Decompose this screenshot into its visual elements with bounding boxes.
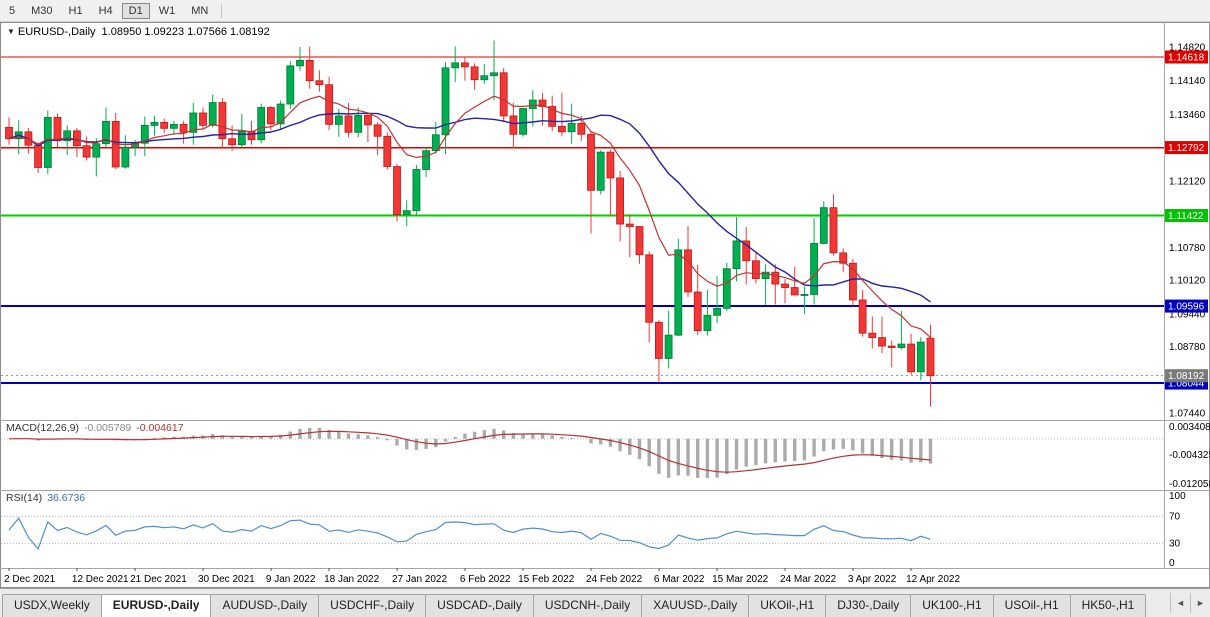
svg-text:1.14140: 1.14140 — [1169, 76, 1206, 87]
svg-text:100: 100 — [1169, 491, 1186, 502]
svg-text:12 Apr 2022: 12 Apr 2022 — [906, 574, 960, 585]
svg-text:0: 0 — [1169, 558, 1175, 569]
timeframe-button-mn[interactable]: MN — [191, 4, 209, 17]
svg-text:24 Mar 2022: 24 Mar 2022 — [780, 574, 837, 585]
svg-text:30 Dec 2021: 30 Dec 2021 — [198, 574, 255, 585]
horizontal-level-lines[interactable] — [1, 56, 1164, 385]
rsi-value: 36.6736 — [47, 492, 86, 504]
svg-text:1.09596: 1.09596 — [1168, 302, 1205, 313]
svg-text:6 Feb 2022: 6 Feb 2022 — [460, 574, 511, 585]
svg-text:27 Jan 2022: 27 Jan 2022 — [392, 574, 447, 585]
macd-signal-line — [8, 430, 931, 473]
svg-text:9 Jan 2022: 9 Jan 2022 — [266, 574, 316, 585]
ma-fast-line — [8, 95, 931, 338]
tab-ukoil-h1[interactable]: UKOil-,H1 — [748, 594, 827, 617]
chart-background — [0, 22, 1210, 588]
svg-text:3 Apr 2022: 3 Apr 2022 — [848, 574, 897, 585]
tab-audusd-daily[interactable]: AUDUSD-,Daily — [210, 594, 320, 617]
scroll-tabs-right-button[interactable]: ► — [1190, 593, 1210, 613]
svg-text:15 Mar 2022: 15 Mar 2022 — [712, 574, 769, 585]
rsi-line — [8, 517, 931, 551]
tab-usdcnh-daily[interactable]: USDCNH-,Daily — [532, 594, 643, 617]
macd-main-value: -0.005789 — [83, 422, 132, 434]
svg-text:-0.012058: -0.012058 — [1169, 479, 1210, 490]
date-axis[interactable]: 2 Dec 2021 12 Dec 2021 21 Dec 2021 30 Dec 2… — [4, 568, 960, 585]
svg-text:1.10780: 1.10780 — [1169, 243, 1206, 254]
svg-text:1.14820: 1.14820 — [1169, 43, 1206, 54]
svg-text:1.12120: 1.12120 — [1169, 176, 1206, 187]
svg-text:-0.004325: -0.004325 — [1169, 450, 1210, 461]
tab-dj30-daily[interactable]: DJ30-,Daily — [825, 594, 912, 617]
svg-text:1.07440: 1.07440 — [1169, 409, 1206, 420]
rsi-name: RSI(14) — [6, 492, 43, 504]
moving-averages — [8, 95, 931, 338]
timeframe-button-m30[interactable]: M30 — [31, 4, 53, 17]
rsi-indicator-label: RSI(14) 36.6736 — [6, 492, 85, 504]
tab-usdcad-daily[interactable]: USDCAD-,Daily — [425, 594, 534, 617]
macd-name: MACD(12,26,9) — [6, 422, 79, 434]
rsi-panel[interactable] — [1, 515, 1164, 551]
svg-text:1.10120: 1.10120 — [1169, 276, 1206, 287]
svg-text:2 Dec 2021: 2 Dec 2021 — [4, 574, 56, 585]
svg-text:1.08192: 1.08192 — [1168, 371, 1205, 382]
scroll-tabs-left-button[interactable]: ◄ — [1170, 593, 1190, 613]
chart-tabs: USDX,Weekly EURUSD-,Daily AUDUSD-,Daily USD… — [0, 588, 1210, 617]
macd-panel[interactable] — [1, 427, 1164, 479]
timeframe-button-h1[interactable]: H1 — [68, 4, 83, 17]
svg-text:12 Dec 2021: 12 Dec 2021 — [72, 574, 129, 585]
svg-text:1.13460: 1.13460 — [1169, 110, 1206, 121]
chart-canvas[interactable]: 1.14820 1.14140 1.13460 1.12120 1.10780 1.101… — [0, 22, 1210, 588]
symbol-marker-icon: ▼ — [7, 27, 15, 36]
tab-eurusd-daily[interactable]: EURUSD-,Daily — [100, 594, 212, 617]
macd-signal-value: -0.004617 — [136, 422, 184, 434]
chart-symbol-label: EURUSD-,Daily — [17, 26, 96, 38]
timeframe-button-5[interactable]: 5 — [9, 4, 16, 17]
timeframe-button-h4[interactable]: H4 — [98, 4, 113, 17]
timeframe-button-d1[interactable]: D1 — [121, 2, 150, 19]
svg-text:1.14618: 1.14618 — [1168, 53, 1205, 64]
ma-slow-line — [8, 112, 931, 303]
tab-usdx-weekly[interactable]: USDX,Weekly — [2, 594, 102, 617]
svg-text:30: 30 — [1169, 539, 1181, 550]
price-axis[interactable]: 1.14820 1.14140 1.13460 1.12120 1.10780 1.101… — [1165, 43, 1210, 570]
svg-text:1.09440: 1.09440 — [1169, 309, 1206, 320]
svg-text:1.11422: 1.11422 — [1168, 211, 1204, 222]
tab-usdchf-daily[interactable]: USDCHF-,Daily — [318, 594, 427, 617]
chart-title: ▼ EURUSD-,Daily 1.08950 1.09223 1.07566 1.… — [7, 26, 270, 38]
svg-text:24 Feb 2022: 24 Feb 2022 — [586, 574, 643, 585]
tab-scroll-controls: ◄ ► — [1170, 589, 1210, 617]
macd-indicator-label: MACD(12,26,9) -0.005789 -0.004617 — [6, 422, 184, 434]
svg-text:0.003408: 0.003408 — [1169, 422, 1210, 433]
svg-text:18 Jan 2022: 18 Jan 2022 — [324, 574, 379, 585]
tab-hk50-h1[interactable]: HK50-,H1 — [1069, 594, 1147, 617]
toolbar-separator — [221, 3, 223, 18]
timeframe-toolbar: 5 M30 H1 H4 D1 W1 MN — [0, 0, 1210, 22]
svg-text:6 Mar 2022: 6 Mar 2022 — [654, 574, 705, 585]
svg-text:1.12792: 1.12792 — [1168, 143, 1205, 154]
chart-window: 1.14820 1.14140 1.13460 1.12120 1.10780 1.101… — [0, 22, 1210, 588]
svg-text:1.08780: 1.08780 — [1169, 342, 1206, 353]
timeframe-button-w1[interactable]: W1 — [158, 4, 176, 17]
svg-text:15 Feb 2022: 15 Feb 2022 — [518, 574, 575, 585]
tab-xauusd-daily[interactable]: XAUUSD-,Daily — [641, 594, 750, 617]
tab-usoil-h1[interactable]: USOil-,H1 — [992, 594, 1071, 617]
svg-text:21 Dec 2021: 21 Dec 2021 — [130, 574, 187, 585]
svg-text:70: 70 — [1169, 511, 1181, 522]
chart-ohlc-values: 1.08950 1.09223 1.07566 1.08192 — [101, 26, 270, 38]
tab-uk100-h1[interactable]: UK100-,H1 — [910, 594, 994, 617]
svg-text:1.08044: 1.08044 — [1168, 379, 1205, 390]
